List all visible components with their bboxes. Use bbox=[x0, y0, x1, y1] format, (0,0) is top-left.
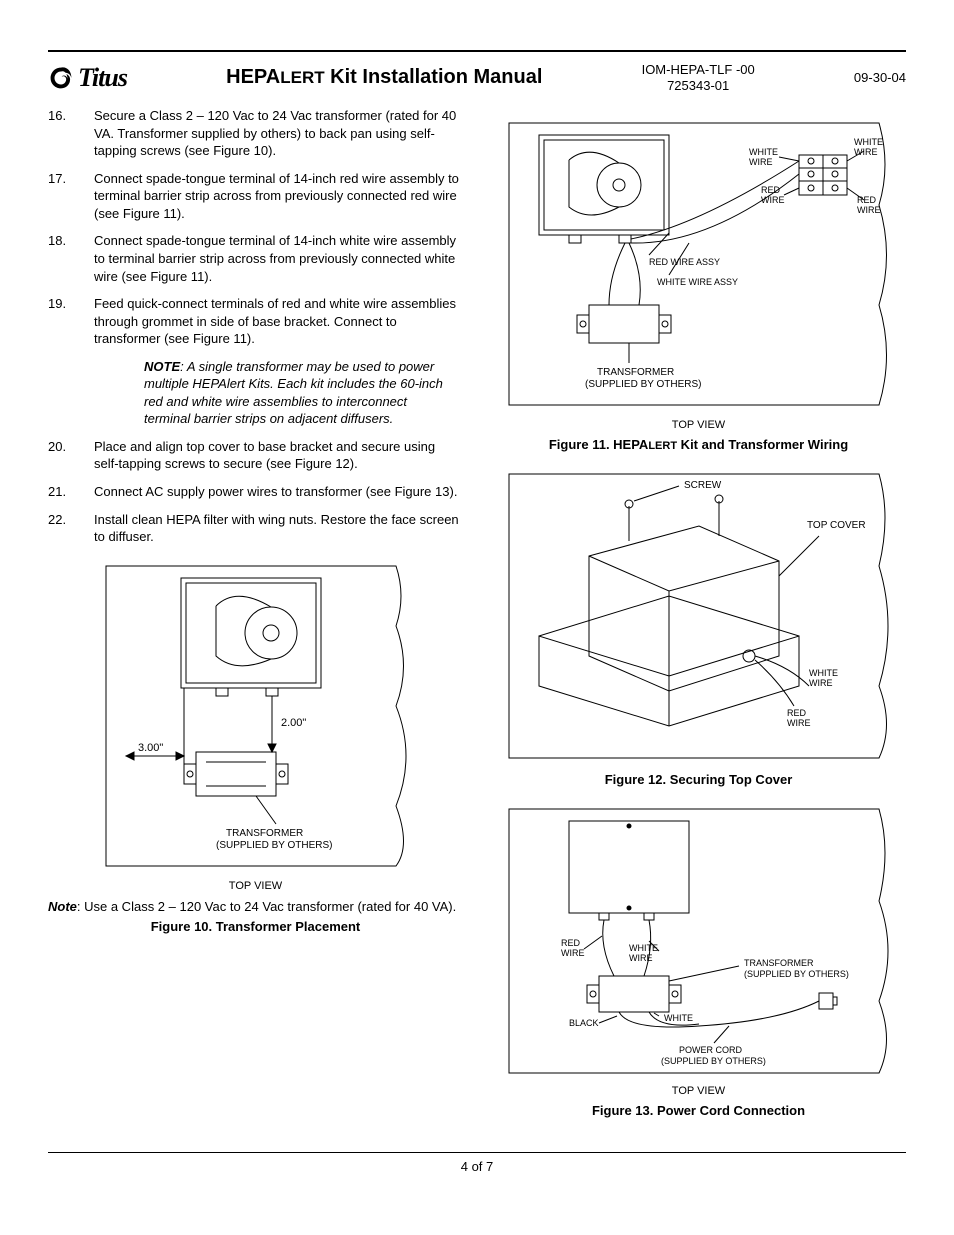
fig10-dim1: 2.00" bbox=[281, 717, 306, 729]
fig10-note-text: : Use a Class 2 – 120 Vac to 24 Vac tran… bbox=[77, 899, 456, 914]
svg-text:RED: RED bbox=[857, 195, 877, 205]
step-item: 18. Connect spade-tongue terminal of 14-i… bbox=[48, 232, 463, 285]
svg-text:RED: RED bbox=[561, 938, 581, 948]
step-item: 20. Place and align top cover to base bra… bbox=[48, 438, 463, 473]
fig12-topcover: TOP COVER bbox=[807, 520, 866, 531]
fig13-black: BLACK bbox=[569, 1018, 599, 1028]
note-block: NOTE: A single transformer may be used t… bbox=[144, 358, 463, 428]
title-small: LERT bbox=[280, 68, 324, 87]
fig12-screw: SCREW bbox=[684, 480, 722, 491]
fig13-xfmr1: TRANSFORMER bbox=[744, 958, 814, 968]
figure-13-svg: RED WIRE WHITE WIRE TRANSFORMER (SUPPLIE… bbox=[499, 801, 899, 1081]
fig11-cap-pre: Figure 11. HEPA bbox=[549, 437, 648, 452]
figure-11-svg: WHITE WIRE WHITE WIRE RED WIRE RED WIRE … bbox=[499, 115, 899, 415]
fig10-dim2: 3.00" bbox=[138, 742, 163, 754]
svg-text:RED: RED bbox=[761, 185, 781, 195]
logo-swirl-icon bbox=[48, 65, 74, 91]
rule-bottom bbox=[48, 1152, 906, 1153]
step-text: Connect AC supply power wires to transfo… bbox=[94, 483, 457, 501]
figure-11: WHITE WIRE WHITE WIRE RED WIRE RED WIRE … bbox=[491, 115, 906, 431]
page-header: Titus HEPALERT Kit Installation Manual I… bbox=[48, 62, 906, 93]
fig13-subcaption: TOP VIEW bbox=[491, 1085, 906, 1097]
rule-top bbox=[48, 50, 906, 52]
figure-10-svg: 2.00" 3.00" TRA bbox=[66, 556, 446, 876]
doc-num-1: IOM-HEPA-TLF -00 bbox=[642, 62, 755, 78]
step-item: 17. Connect spade-tongue terminal of 14-i… bbox=[48, 170, 463, 223]
svg-text:WIRE: WIRE bbox=[809, 678, 833, 688]
column-left: 16. Secure a Class 2 – 120 Vac to 24 Vac … bbox=[48, 107, 463, 1132]
fig10-note-bold: Note bbox=[48, 899, 77, 914]
fig11-subcaption: TOP VIEW bbox=[491, 419, 906, 431]
fig13-caption: Figure 13. Power Cord Connection bbox=[491, 1103, 906, 1118]
doc-date: 09-30-04 bbox=[854, 70, 906, 85]
fig13-pc1: POWER CORD bbox=[679, 1045, 743, 1055]
step-num: 17. bbox=[48, 170, 74, 223]
svg-text:WIRE: WIRE bbox=[857, 205, 881, 215]
step-item: 22. Install clean HEPA filter with wing n… bbox=[48, 511, 463, 546]
title-post: Kit Installation Manual bbox=[325, 66, 543, 88]
doc-number: IOM-HEPA-TLF -00 725343-01 bbox=[642, 62, 755, 93]
fig13-white: WHITE bbox=[664, 1013, 693, 1023]
svg-text:WHITE: WHITE bbox=[854, 137, 883, 147]
fig11-xfmr2: (SUPPLIED BY OTHERS) bbox=[585, 379, 702, 390]
fig10-note: Note: Use a Class 2 – 120 Vac to 24 Vac … bbox=[48, 898, 463, 916]
step-item: 16. Secure a Class 2 – 120 Vac to 24 Vac … bbox=[48, 107, 463, 160]
step-num: 21. bbox=[48, 483, 74, 501]
step-item: 19. Feed quick-connect terminals of red a… bbox=[48, 295, 463, 348]
page-footer: 4 of 7 bbox=[48, 1159, 906, 1174]
logo-text: Titus bbox=[78, 63, 127, 93]
figure-13: RED WIRE WHITE WIRE TRANSFORMER (SUPPLIE… bbox=[491, 801, 906, 1097]
svg-text:WHITE: WHITE bbox=[629, 943, 658, 953]
note-text: : A single transformer may be used to po… bbox=[144, 359, 443, 427]
step-text: Install clean HEPA filter with wing nuts… bbox=[94, 511, 463, 546]
steps-list-1: 16. Secure a Class 2 – 120 Vac to 24 Vac … bbox=[48, 107, 463, 348]
svg-text:WHITE: WHITE bbox=[749, 147, 778, 157]
column-right: WHITE WIRE WHITE WIRE RED WIRE RED WIRE … bbox=[491, 107, 906, 1132]
fig11-white-assy: WHITE WIRE ASSY bbox=[657, 277, 738, 287]
fig12-caption: Figure 12. Securing Top Cover bbox=[491, 772, 906, 787]
fig11-red-assy: RED WIRE ASSY bbox=[649, 257, 720, 267]
fig10-xfmr2: (SUPPLIED BY OTHERS) bbox=[216, 840, 333, 851]
fig13-pc2: (SUPPLIED BY OTHERS) bbox=[661, 1056, 766, 1066]
step-num: 19. bbox=[48, 295, 74, 348]
step-text: Secure a Class 2 – 120 Vac to 24 Vac tra… bbox=[94, 107, 463, 160]
fig11-cap-small: LERT bbox=[648, 440, 677, 452]
content-columns: 16. Secure a Class 2 – 120 Vac to 24 Vac … bbox=[48, 107, 906, 1132]
step-num: 22. bbox=[48, 511, 74, 546]
svg-text:WIRE: WIRE bbox=[561, 948, 585, 958]
fig11-xfmr1: TRANSFORMER bbox=[597, 367, 674, 378]
fig10-xfmr1: TRANSFORMER bbox=[226, 828, 303, 839]
figure-12-svg: SCREW TOP COVER WHITE WIRE RED WIRE bbox=[499, 466, 899, 766]
note-bold: NOTE bbox=[144, 359, 180, 374]
step-num: 18. bbox=[48, 232, 74, 285]
svg-text:WHITE: WHITE bbox=[809, 668, 838, 678]
fig11-caption: Figure 11. HEPALERT Kit and Transformer … bbox=[491, 437, 906, 452]
step-num: 16. bbox=[48, 107, 74, 160]
svg-text:WIRE: WIRE bbox=[761, 195, 785, 205]
svg-text:WIRE: WIRE bbox=[629, 953, 653, 963]
step-item: 21. Connect AC supply power wires to tran… bbox=[48, 483, 463, 501]
svg-text:WIRE: WIRE bbox=[854, 147, 878, 157]
svg-text:WIRE: WIRE bbox=[787, 718, 811, 728]
step-text: Place and align top cover to base bracke… bbox=[94, 438, 463, 473]
step-text: Connect spade-tongue terminal of 14-inch… bbox=[94, 232, 463, 285]
svg-text:RED: RED bbox=[787, 708, 807, 718]
fig10-subcaption: TOP VIEW bbox=[48, 880, 463, 892]
title-pre: HEPA bbox=[226, 66, 280, 88]
figure-12: SCREW TOP COVER WHITE WIRE RED WIRE bbox=[491, 466, 906, 766]
steps-list-2: 20. Place and align top cover to base bra… bbox=[48, 438, 463, 546]
figure-10: 2.00" 3.00" TRA bbox=[48, 556, 463, 892]
fig11-cap-post: Kit and Transformer Wiring bbox=[677, 437, 848, 452]
doc-num-2: 725343-01 bbox=[642, 78, 755, 94]
step-text: Feed quick-connect terminals of red and … bbox=[94, 295, 463, 348]
fig13-xfmr2: (SUPPLIED BY OTHERS) bbox=[744, 969, 849, 979]
page-title: HEPALERT Kit Installation Manual bbox=[226, 66, 542, 89]
logo: Titus bbox=[48, 63, 127, 93]
fig10-caption: Figure 10. Transformer Placement bbox=[48, 919, 463, 934]
step-num: 20. bbox=[48, 438, 74, 473]
svg-text:WIRE: WIRE bbox=[749, 157, 773, 167]
step-text: Connect spade-tongue terminal of 14-inch… bbox=[94, 170, 463, 223]
